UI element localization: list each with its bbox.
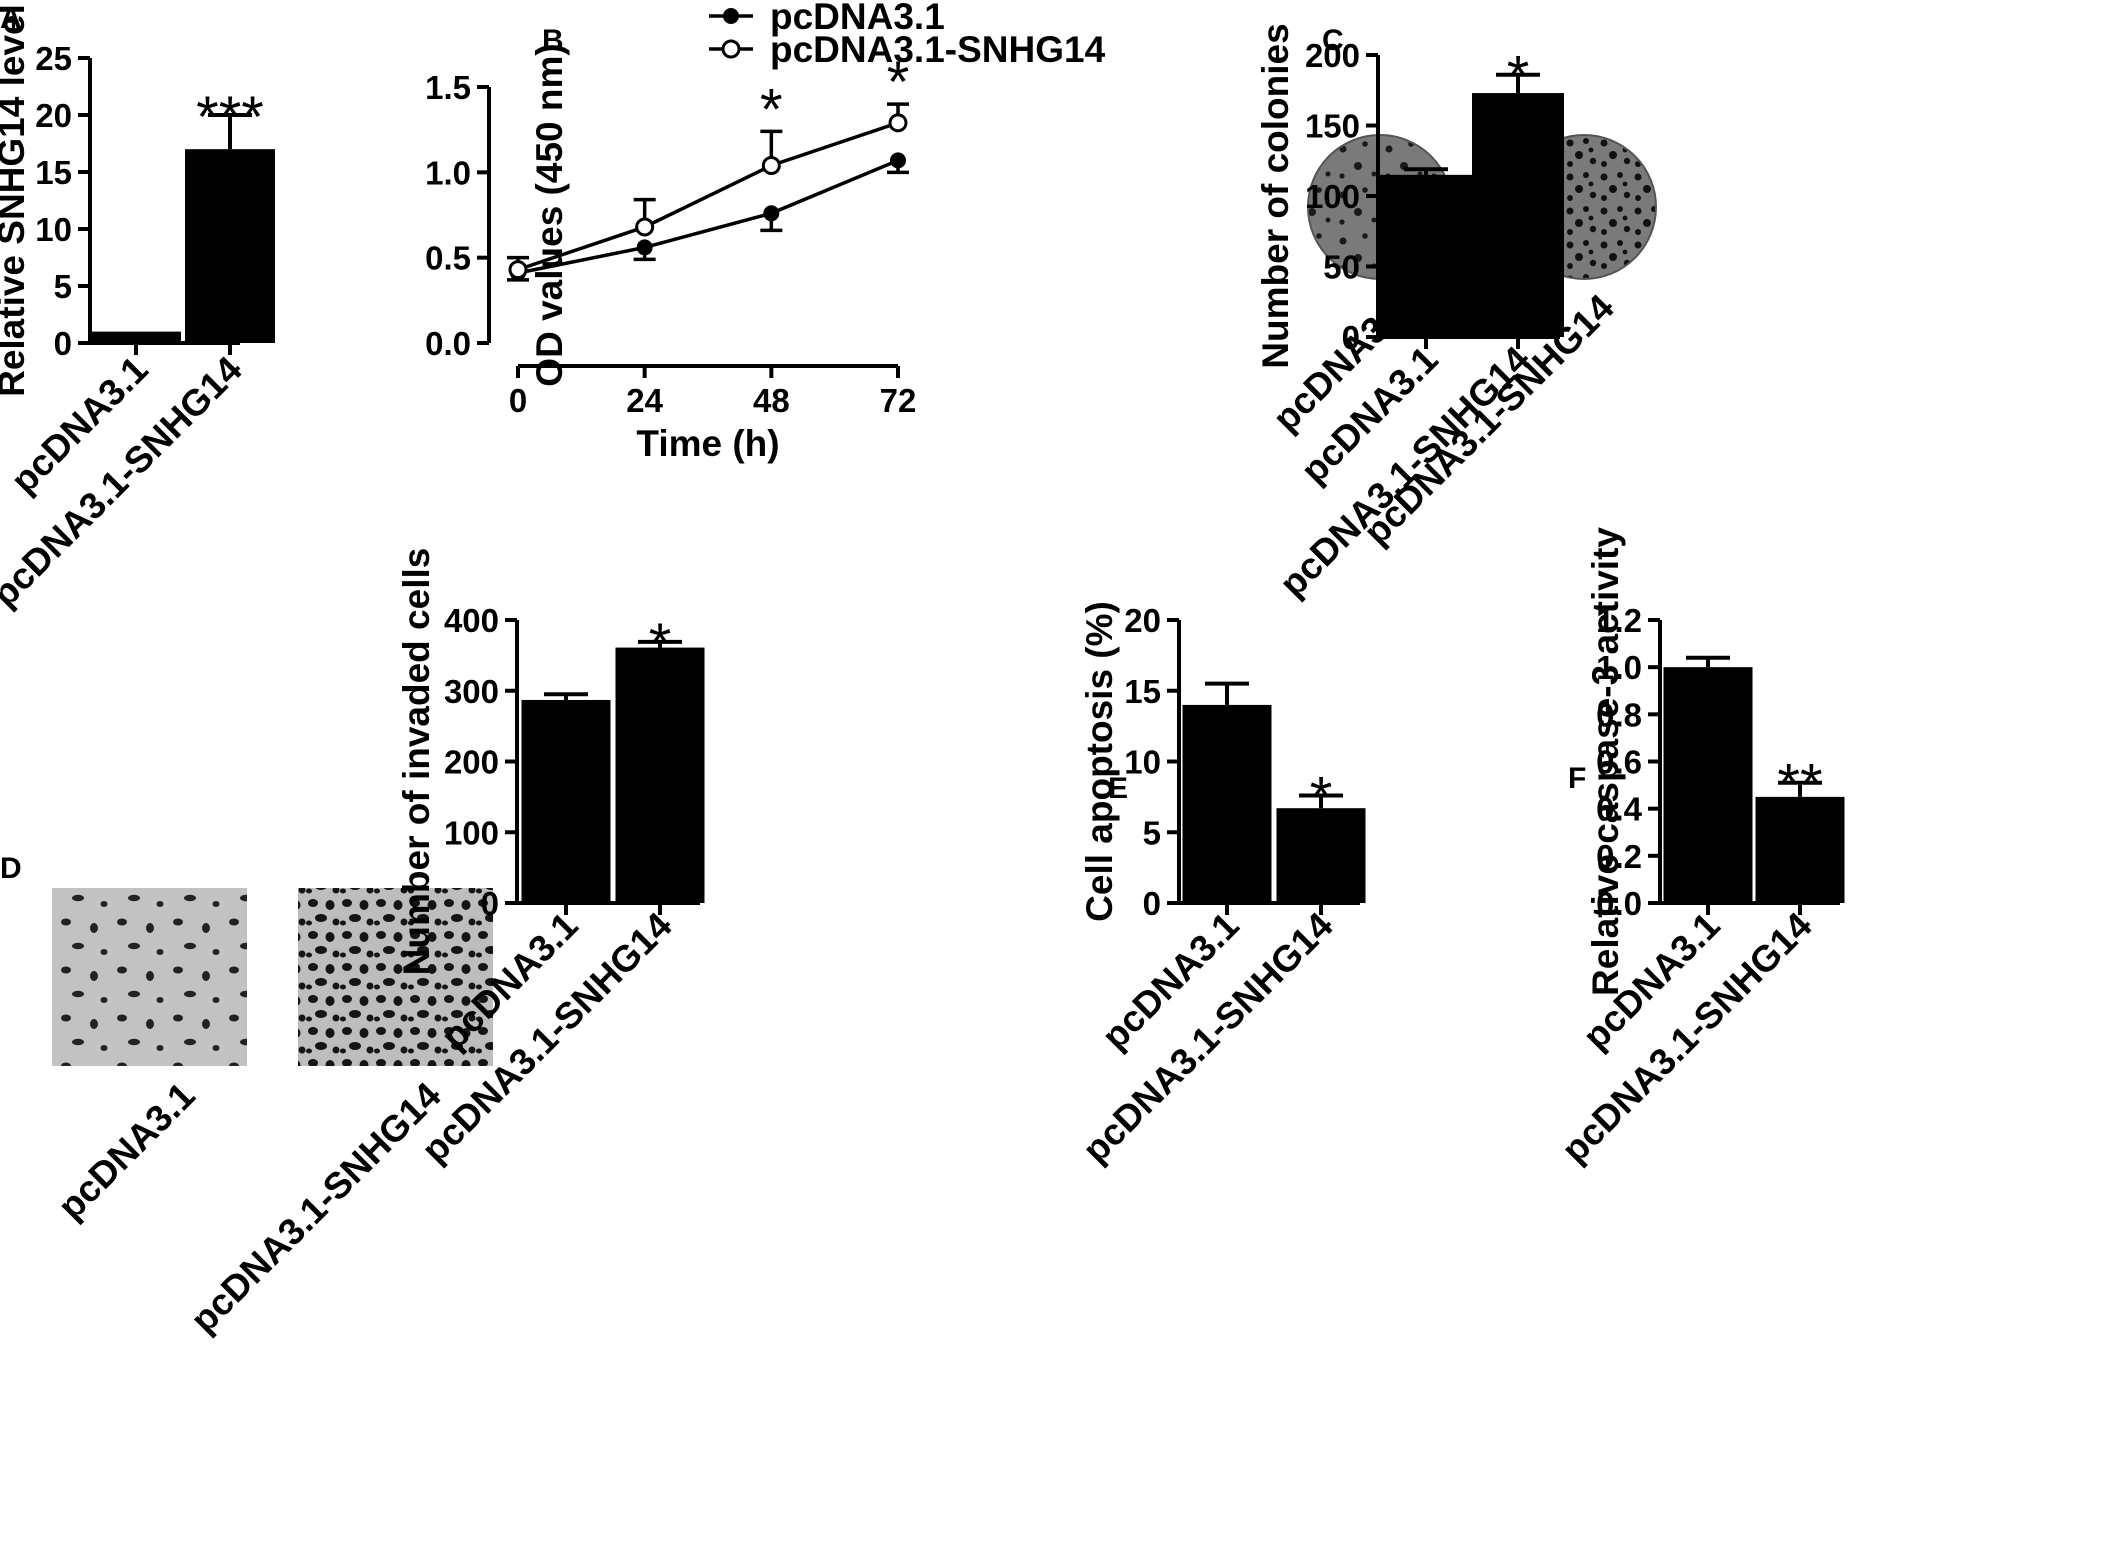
x-tick-label: 48 xyxy=(753,382,790,419)
y-tick-label: 200 xyxy=(1305,37,1360,74)
invasion-image-snhg14 xyxy=(298,888,493,1066)
data-point xyxy=(761,156,781,176)
y-tick-label: 0 xyxy=(481,885,499,922)
bar xyxy=(1380,174,1472,337)
bar xyxy=(1276,808,1366,903)
y-tick-label: 25 xyxy=(35,40,72,77)
y-tick-label: 15 xyxy=(35,154,72,191)
y-tick-label: 0.6 xyxy=(1596,744,1642,781)
significance-mark: *** xyxy=(196,85,264,150)
significance-mark: * xyxy=(760,77,783,142)
bar xyxy=(91,331,181,343)
legend-marker xyxy=(721,39,741,59)
panel-label-d: D xyxy=(0,852,22,885)
chart-b-od-values: 0.0 0.5 1.0 1.5 0 24 48 72 Time (h) OD values (45… xyxy=(425,0,1105,464)
significance-mark: * xyxy=(1310,765,1333,830)
y-tick-label: 1.5 xyxy=(425,69,471,106)
bar xyxy=(1472,93,1564,337)
y-tick-label: 150 xyxy=(1305,108,1360,145)
data-point xyxy=(890,152,906,169)
bar xyxy=(185,149,275,343)
y-tick-label: 20 xyxy=(1124,602,1161,639)
y-tick-label: 300 xyxy=(444,673,499,710)
significance-mark: ** xyxy=(1777,753,1822,818)
y-tick-label: 100 xyxy=(1305,178,1360,215)
invasion-image-label-pcdna31: pcDNA3.1 xyxy=(50,1075,203,1228)
y-axis-label: Relative caspase-3 activity xyxy=(1585,527,1626,996)
y-tick-label: 1.2 xyxy=(1596,602,1642,639)
x-tick-label: 24 xyxy=(626,382,663,419)
data-point xyxy=(635,217,655,237)
significance-mark: * xyxy=(887,50,910,115)
y-tick-label: 0.8 xyxy=(1596,696,1642,733)
invasion-image-pcdna31 xyxy=(52,888,247,1066)
bar xyxy=(1182,704,1272,903)
legend-label: pcDNA3.1 xyxy=(770,0,945,37)
x-axis-label: Time (h) xyxy=(636,423,779,464)
panel-label-e: E xyxy=(1108,772,1128,805)
y-tick-label: 0 xyxy=(1342,319,1360,356)
panel-label-c: C xyxy=(1322,24,1344,57)
y-tick-label: 10 xyxy=(1124,744,1161,781)
y-axis-label: Relative SNHG14 level xyxy=(0,4,32,397)
y-tick-label: 400 xyxy=(444,602,499,639)
y-tick-label: 1.0 xyxy=(1596,649,1642,686)
y-axis-label: OD values (450 nm) xyxy=(529,43,570,386)
y-tick-label: 5 xyxy=(54,268,72,305)
y-tick-label: 0.2 xyxy=(1596,838,1642,875)
y-tick-label: 0.5 xyxy=(425,240,471,277)
data-point xyxy=(636,239,653,256)
significance-mark: * xyxy=(1507,45,1530,110)
legend-label: pcDNA3.1-SNHG14 xyxy=(770,29,1106,70)
y-tick-label: 50 xyxy=(1323,249,1360,286)
y-tick-label: 10 xyxy=(35,211,72,248)
y-tick-label: 20 xyxy=(35,97,72,134)
y-axis-label: Cell apoptosis (%) xyxy=(1079,601,1120,922)
bar xyxy=(521,699,611,903)
y-tick-label: 100 xyxy=(444,814,499,851)
significance-mark: * xyxy=(649,612,672,677)
data-point xyxy=(888,113,908,133)
y-tick-label: 0.0 xyxy=(1596,885,1642,922)
y-tick-label: 0 xyxy=(1143,885,1161,922)
y-tick-label: 200 xyxy=(444,744,499,781)
panel-label-f: F xyxy=(1568,762,1586,795)
y-axis-label: Number of colonies xyxy=(1255,23,1296,368)
bar xyxy=(1755,796,1845,903)
data-point xyxy=(508,260,528,280)
x-tick-label: 72 xyxy=(880,382,917,419)
invasion-image-label-snhg14: pcDNA3.1-SNHG14 xyxy=(183,1074,449,1340)
bar xyxy=(1663,667,1753,903)
y-tick-label: 0.4 xyxy=(1596,791,1643,828)
y-axis-label: Number of invaded cells xyxy=(396,548,437,976)
y-tick-label: 15 xyxy=(1124,673,1161,710)
series-line xyxy=(517,158,899,275)
y-tick-label: 0 xyxy=(54,325,72,362)
y-tick-label: 1.0 xyxy=(425,154,471,191)
bar xyxy=(615,647,705,903)
legend-marker xyxy=(723,8,739,24)
panel-label-a: A xyxy=(0,2,22,35)
series-line xyxy=(517,121,899,272)
y-tick-label: 5 xyxy=(1143,814,1161,851)
panel-label-b: B xyxy=(542,24,564,57)
data-point xyxy=(763,205,780,222)
x-tick-label: 0 xyxy=(509,382,527,419)
y-tick-label: 0.0 xyxy=(425,325,471,362)
